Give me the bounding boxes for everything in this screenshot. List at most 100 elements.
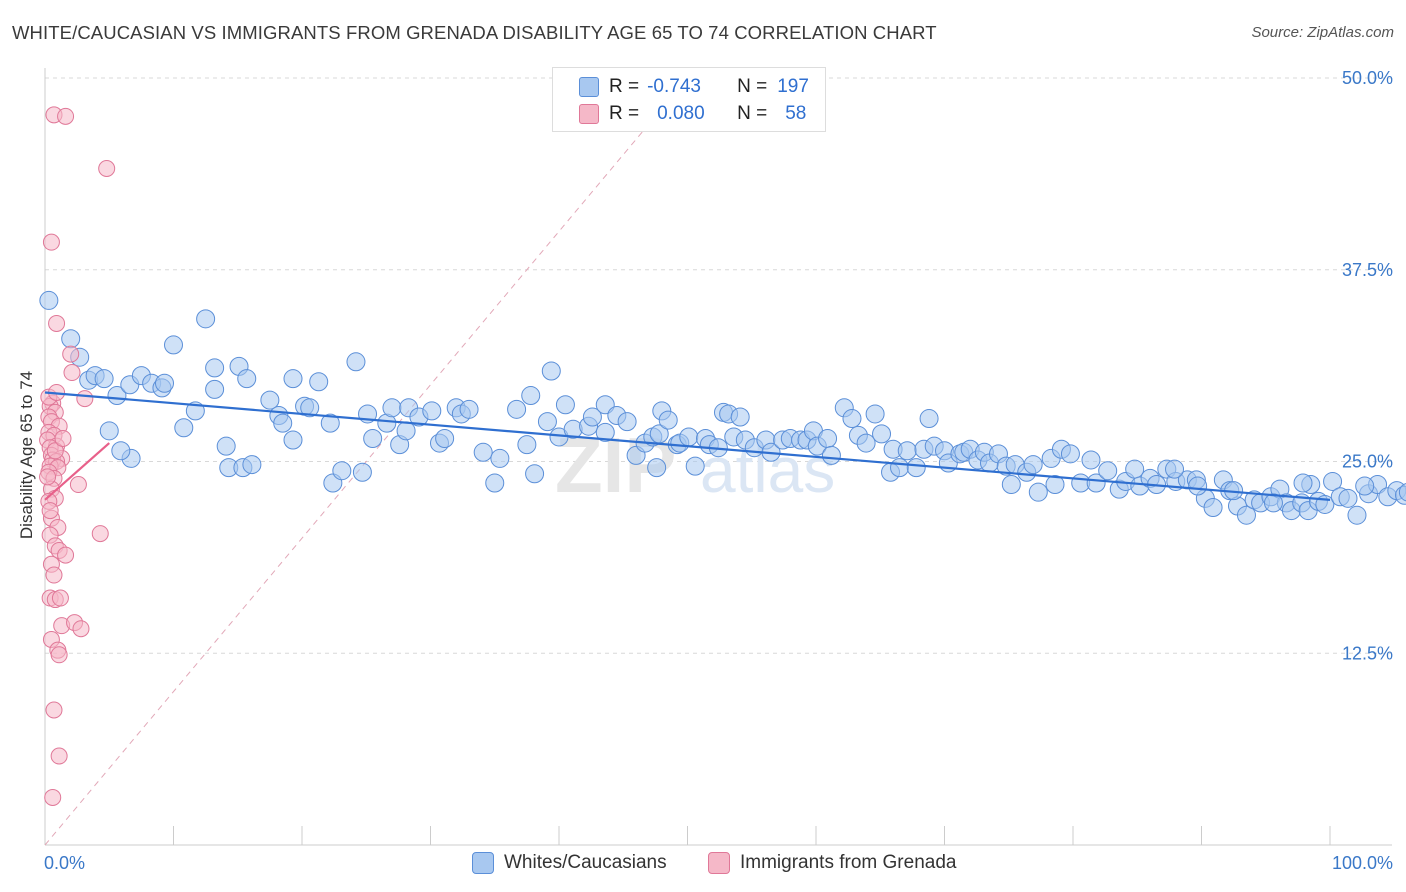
data-point-whites [283, 369, 303, 389]
data-point-whites [856, 433, 876, 453]
data-point-whites [517, 435, 537, 455]
series-grenada-points [39, 106, 116, 806]
data-point-whites [730, 407, 750, 427]
legend-r-label: R = [609, 103, 640, 124]
data-point-whites [164, 335, 183, 355]
data-point-whites [890, 458, 910, 478]
data-point-grenada [50, 747, 68, 765]
trend-line-whites [44, 391, 1331, 501]
data-point-whites [1060, 444, 1080, 464]
series-whites-points [39, 290, 1406, 525]
data-point-whites [346, 352, 366, 372]
legend-label-whites: Whites/Caucasians [504, 852, 667, 873]
legend-label-grenada: Immigrants from Grenada [740, 852, 957, 873]
data-point-whites [617, 412, 637, 432]
y-tick-label: 50.0% [1342, 68, 1393, 88]
data-point-grenada [51, 589, 69, 607]
chart-title: WHITE/CAUCASIAN VS IMMIGRANTS FROM GRENA… [12, 22, 937, 43]
data-point-whites [521, 386, 541, 406]
data-point-whites [1028, 482, 1048, 502]
data-point-whites [396, 421, 416, 441]
data-point-whites [1188, 476, 1208, 496]
data-point-grenada [46, 442, 64, 460]
data-point-whites [490, 448, 510, 468]
data-point-whites [435, 428, 455, 448]
data-point-grenada [72, 620, 90, 638]
data-point-whites [818, 428, 838, 448]
data-point-whites [485, 473, 505, 493]
data-point-whites [205, 358, 225, 378]
data-point-grenada [45, 701, 63, 719]
data-point-grenada [91, 525, 109, 543]
data-point-whites [1125, 459, 1145, 479]
data-point-whites [216, 436, 236, 456]
data-point-whites [582, 407, 602, 427]
data-point-whites [679, 427, 699, 447]
legend-row-grenada: R = 0.080 N = 58 [579, 102, 806, 126]
data-point-grenada [57, 107, 75, 125]
data-point-whites [1236, 505, 1256, 525]
data-point-whites [155, 373, 175, 393]
data-point-whites [422, 401, 442, 421]
data-point-whites [842, 409, 862, 429]
data-point-whites [473, 442, 493, 462]
data-point-grenada [44, 788, 62, 806]
legend-n-label: N = [737, 76, 768, 97]
data-point-grenada [42, 233, 60, 251]
data-point-whites [174, 418, 194, 438]
legend-r-label: R = [609, 76, 640, 97]
data-point-grenada [54, 429, 72, 447]
y-tick-label: 37.5% [1342, 260, 1393, 280]
data-point-whites [107, 386, 127, 406]
y-tick-label: 12.5% [1342, 643, 1393, 663]
data-point-whites [196, 309, 216, 329]
data-point-whites [555, 395, 575, 415]
source-label: Source: ZipAtlas.com [1251, 24, 1394, 41]
data-point-grenada [76, 390, 94, 408]
data-point-whites [94, 369, 114, 389]
data-point-grenada [45, 566, 63, 584]
data-point-whites [525, 464, 545, 484]
legend-r-value: 0.080 [657, 103, 705, 124]
data-point-whites [61, 329, 81, 349]
data-point-whites [507, 399, 527, 419]
data-point-whites [1086, 473, 1106, 493]
data-point-whites [595, 422, 615, 442]
data-point-whites [260, 390, 280, 410]
data-point-whites [352, 462, 372, 482]
data-point-whites [1293, 473, 1313, 493]
data-point-whites [1098, 461, 1118, 481]
data-point-whites [1165, 459, 1185, 479]
data-point-whites [273, 413, 293, 433]
data-point-whites [1263, 493, 1283, 513]
data-point-whites [1355, 476, 1375, 496]
data-point-whites [919, 409, 939, 429]
data-point-whites [320, 413, 340, 433]
data-point-whites [821, 445, 841, 465]
data-point-whites [1001, 475, 1021, 495]
series-legend: Whites/Caucasians Immigrants from Grenad… [0, 852, 1406, 878]
data-point-whites [897, 441, 917, 461]
stats-legend: R = -0.743 N = 197 R = 0.080 N = 58 [552, 67, 826, 132]
data-point-whites [363, 428, 383, 448]
legend-swatch-whites [472, 852, 494, 874]
data-point-whites [459, 399, 479, 419]
data-point-grenada [41, 502, 59, 520]
data-point-whites [283, 430, 303, 450]
legend-item-whites[interactable]: Whites/Caucasians [472, 852, 667, 874]
data-point-whites [382, 398, 402, 418]
legend-item-grenada[interactable]: Immigrants from Grenada [708, 852, 956, 874]
data-point-whites [1081, 450, 1101, 470]
legend-n-value: 58 [785, 103, 807, 124]
data-point-whites [1045, 475, 1065, 495]
data-point-whites [205, 379, 225, 399]
x-tick-label-start: 0.0% [44, 853, 85, 873]
data-point-whites [39, 290, 59, 310]
data-point-whites [865, 404, 885, 424]
data-point-whites [1323, 471, 1343, 491]
legend-r-value: -0.743 [647, 76, 701, 97]
data-point-whites [1338, 488, 1358, 508]
data-point-grenada [50, 646, 68, 664]
data-point-whites [658, 410, 678, 430]
